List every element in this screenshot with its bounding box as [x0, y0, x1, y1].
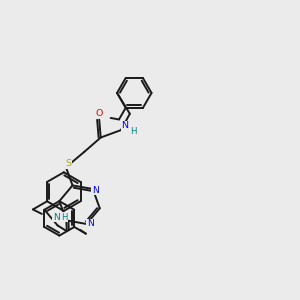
Text: N: N — [87, 220, 94, 229]
Text: O: O — [95, 109, 103, 118]
Text: N: N — [121, 121, 128, 130]
Text: N: N — [92, 186, 98, 195]
Text: H: H — [61, 213, 67, 222]
Text: H: H — [130, 127, 137, 136]
Text: N: N — [53, 213, 59, 222]
Text: S: S — [65, 159, 71, 168]
